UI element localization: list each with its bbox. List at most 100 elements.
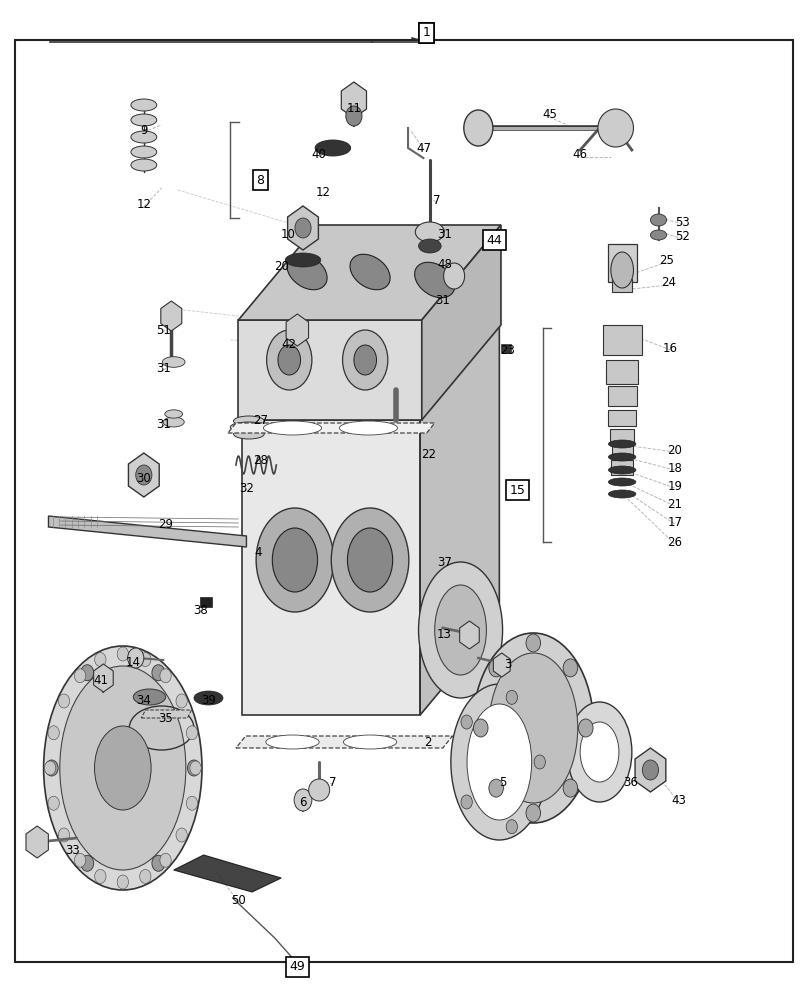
Ellipse shape: [131, 131, 157, 143]
Polygon shape: [341, 82, 367, 118]
Ellipse shape: [256, 508, 334, 612]
Ellipse shape: [489, 779, 503, 797]
Ellipse shape: [608, 466, 636, 474]
Text: 31: 31: [156, 418, 170, 430]
Ellipse shape: [266, 735, 319, 749]
Ellipse shape: [295, 218, 311, 238]
Ellipse shape: [152, 665, 165, 681]
Ellipse shape: [348, 329, 392, 367]
Ellipse shape: [45, 760, 58, 776]
Ellipse shape: [506, 820, 517, 834]
Text: 49: 49: [289, 960, 305, 974]
Text: 23: 23: [500, 344, 515, 357]
Text: 25: 25: [659, 253, 674, 266]
Ellipse shape: [60, 666, 186, 870]
Ellipse shape: [133, 689, 166, 705]
Ellipse shape: [350, 254, 390, 290]
Polygon shape: [635, 748, 666, 792]
Polygon shape: [238, 320, 422, 420]
Ellipse shape: [489, 653, 578, 803]
Text: 14: 14: [126, 656, 141, 668]
Polygon shape: [236, 736, 452, 748]
Polygon shape: [174, 855, 281, 892]
Ellipse shape: [44, 761, 56, 775]
Ellipse shape: [567, 702, 632, 802]
Bar: [608, 244, 637, 282]
Bar: [501, 344, 511, 353]
Ellipse shape: [140, 653, 151, 667]
Ellipse shape: [176, 694, 187, 708]
Text: 43: 43: [671, 794, 686, 806]
Bar: [612, 279, 632, 292]
Bar: [606, 360, 638, 384]
Ellipse shape: [534, 755, 545, 769]
Ellipse shape: [58, 828, 69, 842]
Ellipse shape: [506, 690, 517, 704]
Ellipse shape: [650, 230, 667, 240]
Ellipse shape: [464, 110, 493, 146]
Ellipse shape: [346, 106, 362, 126]
Ellipse shape: [44, 646, 202, 890]
Ellipse shape: [162, 357, 185, 367]
Ellipse shape: [611, 252, 633, 288]
Text: 4: 4: [255, 546, 263, 558]
Ellipse shape: [285, 253, 321, 267]
Ellipse shape: [117, 875, 128, 889]
Ellipse shape: [608, 440, 636, 448]
Ellipse shape: [165, 410, 183, 418]
Text: 19: 19: [667, 480, 682, 492]
Text: 39: 39: [201, 694, 216, 706]
Ellipse shape: [140, 869, 151, 883]
Text: 28: 28: [253, 454, 267, 466]
Text: 31: 31: [436, 294, 450, 306]
Ellipse shape: [294, 789, 312, 811]
Ellipse shape: [128, 648, 144, 668]
Text: 30: 30: [137, 472, 151, 485]
Ellipse shape: [287, 254, 327, 290]
Ellipse shape: [309, 779, 330, 801]
Ellipse shape: [339, 421, 398, 435]
Ellipse shape: [444, 263, 465, 289]
Polygon shape: [128, 453, 159, 497]
Ellipse shape: [131, 159, 157, 171]
Ellipse shape: [267, 330, 312, 390]
Ellipse shape: [642, 760, 659, 780]
Text: 26: 26: [667, 536, 682, 548]
Text: 24: 24: [662, 275, 676, 288]
Ellipse shape: [230, 422, 267, 432]
Text: 35: 35: [158, 712, 173, 724]
Polygon shape: [288, 206, 318, 250]
Text: 9: 9: [140, 123, 148, 136]
Text: 5: 5: [499, 776, 507, 788]
Text: 8: 8: [256, 174, 264, 186]
Text: 12: 12: [137, 198, 151, 212]
Ellipse shape: [331, 508, 409, 612]
Polygon shape: [161, 301, 182, 331]
Text: 46: 46: [573, 148, 587, 161]
Ellipse shape: [278, 345, 301, 375]
Ellipse shape: [489, 659, 503, 677]
Ellipse shape: [176, 828, 187, 842]
Ellipse shape: [152, 855, 165, 871]
Polygon shape: [604, 115, 616, 140]
Bar: [608, 386, 637, 406]
Ellipse shape: [131, 146, 157, 158]
Text: 36: 36: [623, 776, 638, 788]
Ellipse shape: [343, 330, 388, 390]
Ellipse shape: [580, 722, 619, 782]
Ellipse shape: [95, 869, 106, 883]
Ellipse shape: [263, 421, 322, 435]
Ellipse shape: [190, 761, 201, 775]
Text: 6: 6: [299, 796, 307, 808]
Text: 27: 27: [253, 414, 267, 426]
Ellipse shape: [234, 416, 264, 426]
Bar: [612, 445, 633, 458]
Bar: [611, 460, 633, 475]
Polygon shape: [286, 314, 309, 346]
Text: 50: 50: [231, 894, 246, 906]
Ellipse shape: [602, 116, 618, 140]
Polygon shape: [238, 225, 501, 320]
Ellipse shape: [473, 633, 594, 823]
Ellipse shape: [563, 659, 578, 677]
Ellipse shape: [608, 453, 636, 461]
